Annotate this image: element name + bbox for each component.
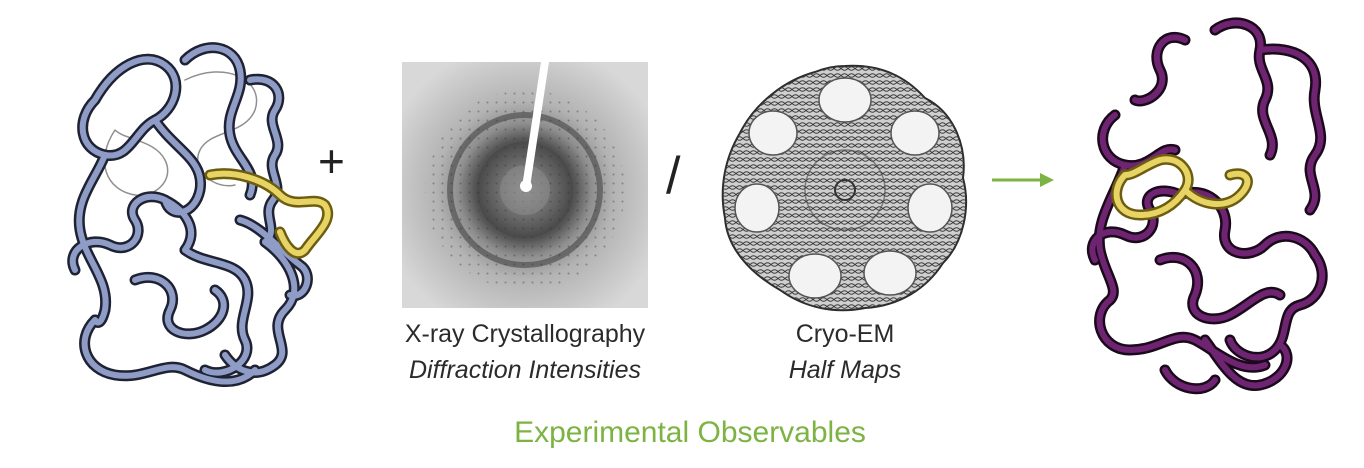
slash-operator: /: [666, 147, 681, 205]
cryoem-map-image: [715, 58, 975, 318]
cryoem-subtitle: Half Maps: [788, 356, 902, 384]
xray-title: X-ray Crystallography: [404, 320, 646, 348]
cryoem-title: Cryo-EM: [795, 320, 895, 348]
protein-ribbon-model-icon: [67, 42, 333, 388]
experimental-observables-label: Experimental Observables: [514, 416, 866, 449]
input-protein-model: [35, 20, 355, 400]
diffraction-pattern-icon: [402, 62, 648, 308]
cryoem-density-map-icon: [721, 64, 967, 312]
plus-operator: +: [318, 135, 345, 187]
xray-subtitle: Diffraction Intensities: [408, 356, 642, 384]
refined-protein-model-icon: [1086, 17, 1328, 395]
diffraction-image: [402, 62, 648, 308]
right-arrow-icon: [992, 170, 1056, 190]
refined-protein-model: [1065, 10, 1350, 410]
